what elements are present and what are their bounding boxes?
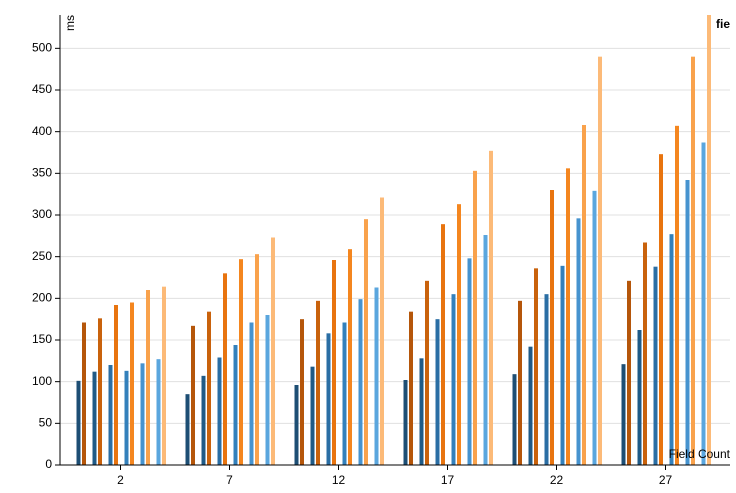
x-tick-label: 12 [332,473,346,487]
bar [598,56,602,466]
bar [566,168,570,466]
bar [310,366,315,465]
bar [332,260,336,465]
bar [201,375,206,465]
y-tick-label: 50 [39,416,53,430]
bar [425,280,429,465]
y-tick-label: 200 [32,291,52,305]
bar [707,15,711,465]
bar [255,254,259,465]
bar [467,258,472,465]
y-tick-label: 250 [32,249,52,263]
bar [669,234,674,465]
bar [82,322,86,465]
bar [528,346,533,465]
bar [294,385,299,465]
bar [207,311,211,465]
bar [130,302,134,465]
bar [489,150,493,466]
bar [300,319,304,465]
bar [483,235,488,465]
y-tick-label: 350 [32,166,52,180]
bar [92,371,97,465]
bar [457,204,461,465]
bar [316,300,320,465]
bar [124,370,129,465]
bar [233,345,238,465]
bar [348,249,352,465]
y-tick-label: 150 [32,332,52,346]
bar [76,380,81,465]
bar [534,268,538,465]
bar [223,273,227,465]
bar [146,290,150,465]
bar [185,394,190,465]
bar [659,154,663,465]
bar [653,266,658,465]
y-tick-label: 0 [45,457,52,471]
x-tick-label: 17 [441,473,455,487]
bar [691,56,695,466]
bar [576,218,581,465]
y-tick-label: 300 [32,207,52,221]
y-tick-label: 400 [32,124,52,138]
bar [342,322,347,465]
bar [217,357,222,465]
bar [271,237,275,465]
bar [643,242,647,465]
bar [265,315,270,465]
y-tick-label: 100 [32,374,52,388]
bar [191,325,195,465]
bar [108,365,113,465]
bar [114,305,118,465]
bar [249,322,254,465]
bar [621,364,626,465]
bar [592,190,597,466]
bar [239,259,243,465]
bar [156,359,161,465]
bar [685,180,690,465]
bar [140,363,145,465]
legend-label: fie [716,17,730,31]
x-tick-label: 7 [226,473,233,487]
bar [701,142,706,465]
bar [380,197,384,465]
y-axis-label: ms [63,15,77,31]
bar [451,294,456,465]
bar [435,319,440,465]
bar [409,311,413,465]
x-axis-label: Field Count [669,447,731,461]
bar [364,219,368,465]
x-tick-label: 27 [659,473,673,487]
bar [162,286,166,465]
bar [560,265,565,465]
bar [675,125,679,465]
y-tick-label: 500 [32,41,52,55]
x-tick-label: 2 [117,473,124,487]
bar [627,280,631,465]
bar [98,318,102,465]
bar [403,380,408,465]
y-tick-label: 450 [32,82,52,96]
bar [550,190,554,465]
bar [358,299,363,465]
bar [512,374,517,465]
bar [441,224,445,465]
bar [637,330,642,465]
bar [326,333,331,465]
bar [419,358,424,465]
bar [544,294,549,465]
bar [518,300,522,465]
bar [473,170,477,466]
bar [582,125,586,465]
x-tick-label: 22 [550,473,564,487]
bar [374,287,379,465]
